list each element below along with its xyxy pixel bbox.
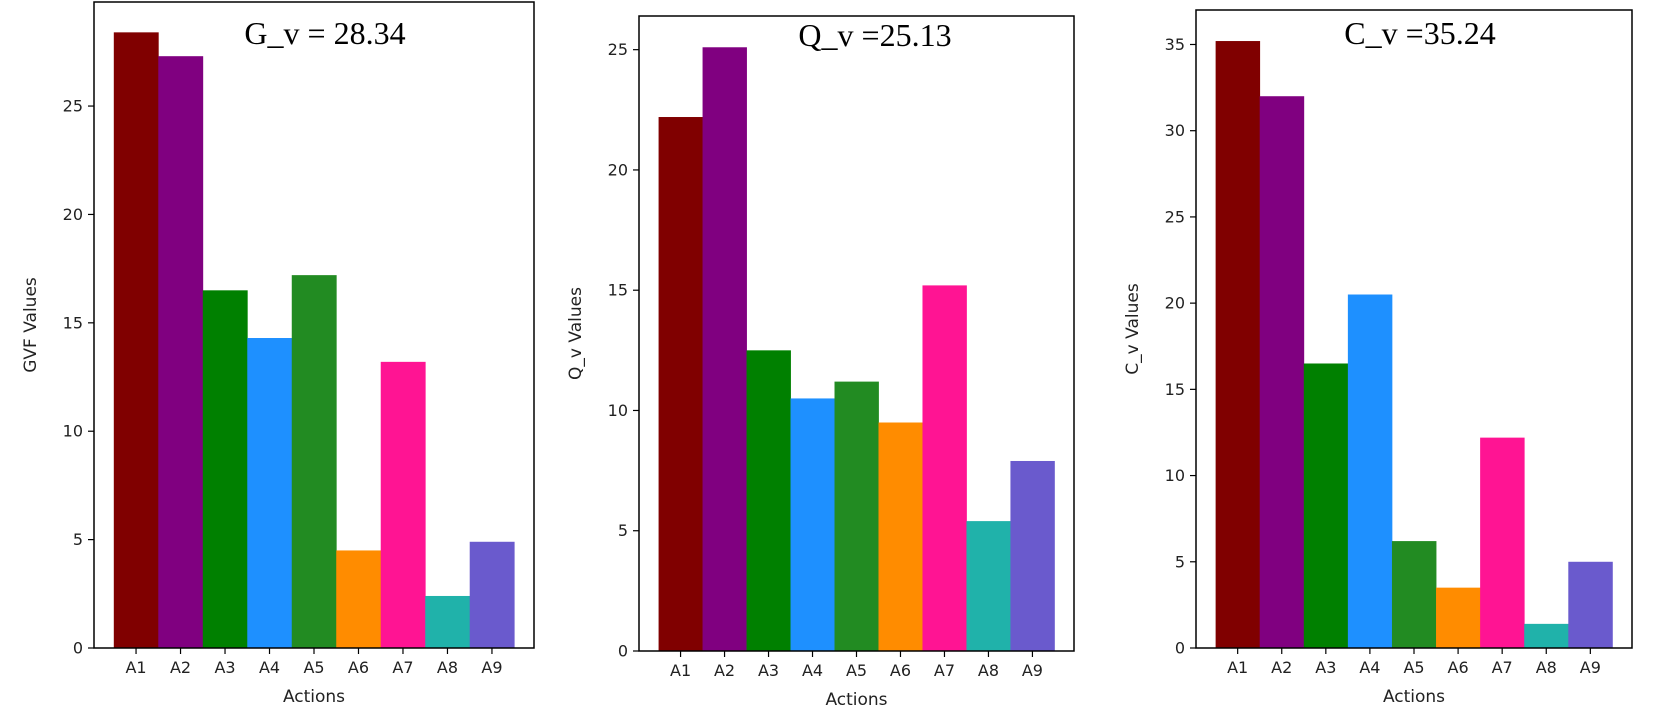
y-tick-label: 25 [1165,207,1185,226]
bar-a5 [291,275,337,648]
x-axis-label: Actions [825,690,887,709]
bar-a5 [834,381,879,651]
x-tick-label: A7 [934,661,955,680]
y-tick-label: 20 [1165,294,1185,313]
bar-a1 [113,32,159,649]
bar-a1 [658,117,703,651]
bar-a7 [380,361,426,648]
bar-a2 [702,47,747,651]
x-tick-label: A3 [1315,658,1336,677]
y-tick-label: 5 [73,530,83,549]
x-tick-label: A7 [392,658,413,677]
x-tick-label: A5 [303,658,324,677]
x-tick-label: A5 [1403,658,1424,677]
bar-a9 [469,541,515,648]
y-tick-label: 0 [618,642,628,661]
bar-a6 [336,550,382,648]
x-tick-label: A2 [170,658,191,677]
bar-a5 [1391,541,1437,648]
y-tick-label: 0 [1175,639,1185,658]
bar-a6 [1436,587,1481,648]
y-tick-label: 30 [1165,121,1185,140]
x-tick-label: A9 [1022,661,1043,680]
y-axis-label: C_v Values [1123,283,1143,375]
y-tick-label: 15 [63,313,83,332]
bar-a8 [1524,623,1569,648]
bar-a8 [425,595,471,648]
x-tick-label: A5 [846,661,867,680]
y-tick-label: 5 [618,521,628,540]
y-tick-label: 5 [1175,552,1185,571]
bar-a8 [966,521,1011,651]
x-tick-label: A1 [670,661,691,680]
bar-a9 [1568,561,1613,648]
y-tick-label: 25 [608,40,628,59]
x-tick-label: A6 [890,661,911,680]
y-tick-label: 20 [608,160,628,179]
bar-a3 [1303,363,1349,648]
x-tick-label: A1 [1227,658,1248,677]
x-tick-label: A4 [802,661,823,680]
y-tick-label: 10 [608,401,628,420]
bar-a6 [878,422,923,651]
x-tick-label: A6 [1448,658,1469,677]
x-tick-label: A2 [714,661,735,680]
y-tick-label: 15 [608,281,628,300]
x-tick-label: A8 [1536,658,1557,677]
x-tick-label: A9 [1580,658,1601,677]
bar-a4 [247,338,293,648]
x-tick-label: A4 [1359,658,1380,677]
bar-a3 [202,290,248,648]
bar-a7 [922,285,967,651]
bar-a2 [1259,96,1305,649]
y-tick-label: 10 [63,422,83,441]
chart-title: C_v =35.24 [1344,15,1495,51]
chart-panel-3: 0 5 10 15 20 25 30 35 A1 A2 A3 A4 A5 A6 A7 A8 A9 Actions C… [1123,9,1633,707]
bar-a7 [1480,437,1525,648]
bar-a9 [1010,460,1055,651]
x-tick-label: A8 [978,661,999,680]
x-tick-label: A8 [437,658,458,677]
y-tick-label: 25 [63,97,83,116]
x-tick-label: A6 [348,658,369,677]
bar-a2 [158,56,204,648]
bar-a3 [746,350,791,651]
y-axis-label: GVF Values [21,277,41,373]
chart-panel-1: 0 5 10 15 20 25 A1 A2 A3 A4 A5 A6 A7 A8 A9 Actions GVF V… [21,1,535,707]
x-tick-label: A3 [758,661,779,680]
x-tick-label: A1 [125,658,146,677]
x-axis-label: Actions [1383,687,1445,707]
y-tick-label: 35 [1165,35,1185,54]
x-axis-label: Actions [283,687,345,707]
x-tick-label: A3 [214,658,235,677]
y-tick-label: 10 [1165,466,1185,485]
x-tick-label: A7 [1492,658,1513,677]
y-axis-label: Q_v Values [566,287,586,380]
bar-a1 [1215,41,1261,649]
x-tick-label: A9 [481,658,502,677]
y-tick-label: 20 [63,205,83,224]
y-tick-label: 0 [73,639,83,658]
bar-a4 [1347,294,1393,648]
chart-title: Q_v =25.13 [798,17,951,53]
y-tick-label: 15 [1165,380,1185,399]
x-tick-label: A4 [259,658,280,677]
chart-panel-2: 0 5 10 15 20 25 A1 A2 A3 A4 A5 A6 A7 A8 A9 Actions Q_v V… [566,15,1075,709]
x-tick-label: A2 [1271,658,1292,677]
chart-title: G_v = 28.34 [244,15,405,51]
bar-a4 [790,398,835,651]
